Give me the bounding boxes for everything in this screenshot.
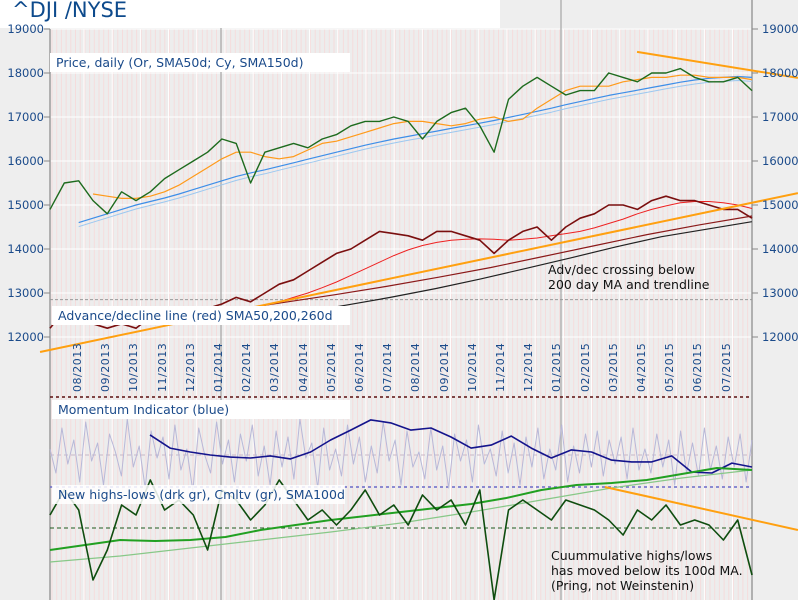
price-line [49,67,753,215]
y-tick-label: 14000 [762,242,798,256]
x-tick-label: 05/2015 [663,342,677,392]
momentum-line [149,419,753,474]
x-tick-label: 06/2015 [691,342,705,392]
y-tick-label: 13000 [762,286,798,300]
x-tick-label: 10/2013 [127,342,141,392]
x-tick-label: 11/2013 [155,342,169,392]
highs-lows-net-line [49,479,753,600]
y-tick-label: 19000 [7,22,44,36]
y-tick-label: 17000 [762,110,798,124]
highs-lows-panel-label: New highs-lows (drk gr), Cmltv (gr), SMA… [52,485,345,504]
x-tick-label: 03/2015 [606,342,620,392]
ad-sma200-line [229,215,753,312]
x-tick-label: 07/2014 [381,342,395,392]
page-title: ^DJI /NYSE [12,0,128,22]
ad-panel-label: Advance/decline line (red) SMA50,200,260… [52,306,350,325]
highs-lows-sma100-line [49,469,753,563]
x-tick-label: 03/2014 [268,342,282,392]
y-tick-label: 16000 [762,154,798,168]
y-tick-label: 18000 [762,66,798,80]
momentum-panel-label: Momentum Indicator (blue) [52,400,350,419]
y-tick-label: 15000 [7,198,44,212]
highs-lows-trendline [604,486,798,531]
x-tick-label: 12/2013 [183,342,197,392]
y-tick-label: 18000 [7,66,44,80]
x-tick-label: 08/2014 [409,342,423,392]
y-tick-label: 12000 [7,330,44,344]
price-panel-label: Price, daily (Or, SMA50d; Cy, SMA150d) [50,53,350,72]
ad-annotation: Adv/dec crossing below 200 day MA and tr… [548,262,710,292]
x-tick-label: 07/2015 [719,342,733,392]
x-tick-label: 05/2014 [324,342,338,392]
highs-lows-cumulative-line [49,467,753,551]
x-tick-label: 02/2015 [578,342,592,392]
highs-lows-annotation: Cuummulative highs/lows has moved below … [551,548,743,593]
y-tick-label: 13000 [7,286,44,300]
x-tick-label: 09/2014 [437,342,451,392]
ad-trendline [39,192,798,353]
momentum-raw-line [49,418,753,492]
title-bar: ^DJI /NYSE [0,0,500,28]
y-tick-label: 15000 [762,198,798,212]
x-tick-label: 09/2013 [99,342,113,392]
x-tick-label: 01/2015 [550,342,564,392]
y-tick-label: 16000 [7,154,44,168]
x-tick-label: 11/2014 [494,342,507,392]
x-tick-label: 10/2014 [465,342,479,392]
x-tick-label: 06/2014 [353,342,366,392]
y-tick-label: 19000 [762,22,798,36]
x-tick-label: 04/2014 [296,342,310,392]
y-tick-label: 17000 [7,110,44,124]
y-tick-label: 12000 [762,330,798,344]
price-trendline [636,50,798,79]
y-tick-label: 14000 [7,242,44,256]
sma150-line [78,75,753,224]
x-tick-label: 08/2013 [71,342,84,392]
x-tick-label: 02/2014 [240,342,254,392]
x-tick-label: 12/2014 [522,342,536,392]
x-tick-label: 04/2015 [635,342,648,392]
x-tick-label: 01/2014 [212,342,225,392]
sma150-lower-line [78,80,753,228]
series-layer [39,50,798,600]
